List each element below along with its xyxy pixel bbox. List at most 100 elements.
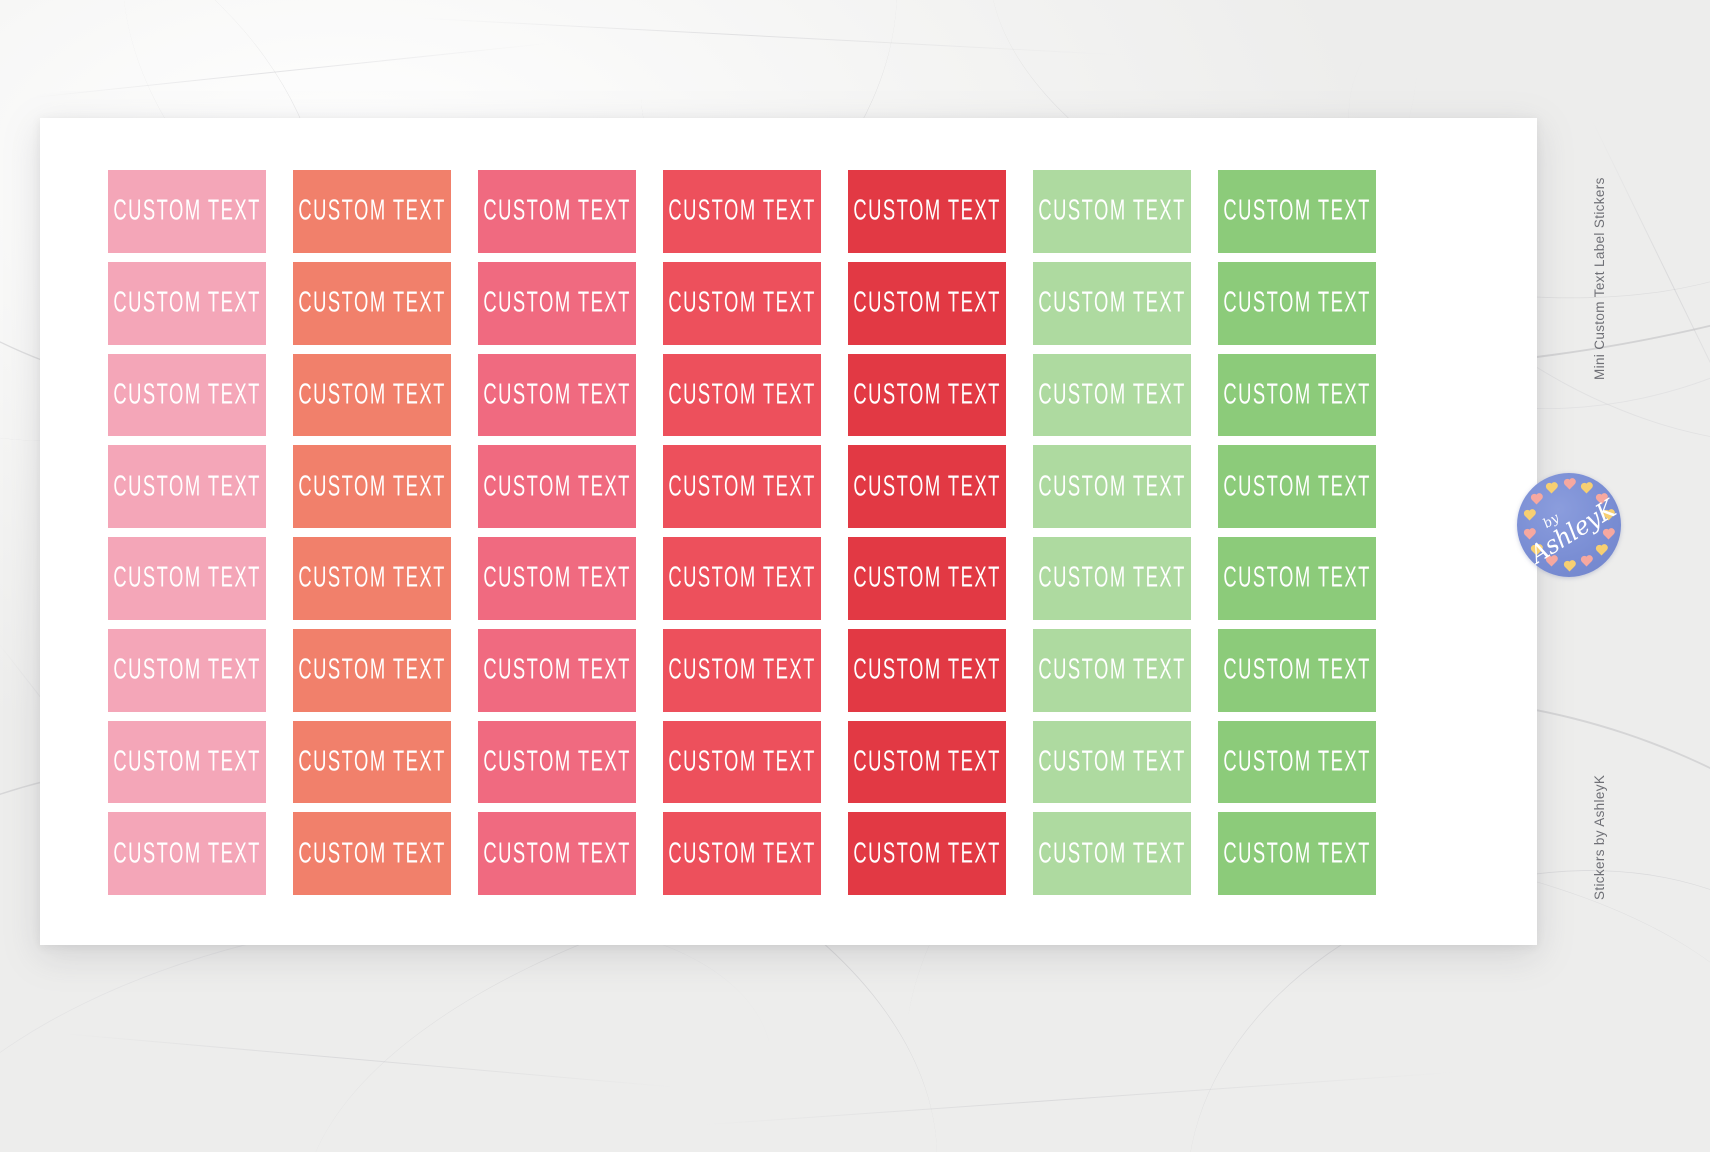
sticker-label-green-r1[interactable]: CUSTOM TEXT (1218, 170, 1376, 253)
sticker-label-text: CUSTOM TEXT (483, 746, 631, 778)
sticker-label-red-pink-r2[interactable]: CUSTOM TEXT (663, 261, 821, 345)
logo-name-text: AshleyK (1524, 493, 1621, 569)
sticker-label-text: CUSTOM TEXT (1038, 838, 1186, 870)
sticker-label-green-r4[interactable]: CUSTOM TEXT (1218, 445, 1376, 528)
sticker-label-text: CUSTOM TEXT (853, 471, 1001, 503)
sticker-label-text: CUSTOM TEXT (113, 379, 261, 411)
sticker-label-green-r6[interactable]: CUSTOM TEXT (1218, 628, 1376, 712)
sticker-label-text: CUSTOM TEXT (298, 746, 446, 778)
sticker-label-coral-r2[interactable]: CUSTOM TEXT (293, 261, 451, 345)
sticker-label-text: CUSTOM TEXT (1038, 471, 1186, 503)
sticker-label-coral-r6[interactable]: CUSTOM TEXT (293, 628, 451, 712)
sticker-label-light-green-r6[interactable]: CUSTOM TEXT (1033, 628, 1191, 712)
sticker-label-light-green-r3[interactable]: CUSTOM TEXT (1033, 353, 1191, 437)
sticker-label-text: CUSTOM TEXT (483, 471, 631, 503)
logo-script-text: by AshleyK (1517, 473, 1621, 577)
sticker-sheet: CUSTOM TEXT CUSTOM TEXT CUSTOM TEXT CUSTOM … (40, 118, 1537, 945)
sticker-label-rose-r4[interactable]: CUSTOM TEXT (478, 445, 636, 528)
sticker-label-text: CUSTOM TEXT (483, 838, 631, 870)
sticker-label-light-green-r5[interactable]: CUSTOM TEXT (1033, 537, 1191, 620)
sticker-label-text: CUSTOM TEXT (483, 287, 631, 319)
sheet-title-caption: Mini Custom Text Label Stickers (1592, 177, 1607, 380)
sticker-label-red-pink-r5[interactable]: CUSTOM TEXT (663, 537, 821, 620)
sticker-label-text: CUSTOM TEXT (483, 654, 631, 686)
sticker-label-text: CUSTOM TEXT (853, 838, 1001, 870)
sticker-label-green-r2[interactable]: CUSTOM TEXT (1218, 261, 1376, 345)
sticker-label-text: CUSTOM TEXT (113, 471, 261, 503)
sticker-label-light-green-r2[interactable]: CUSTOM TEXT (1033, 261, 1191, 345)
sticker-label-text: CUSTOM TEXT (668, 195, 816, 227)
sticker-label-text: CUSTOM TEXT (1223, 471, 1371, 503)
sticker-label-text: CUSTOM TEXT (483, 379, 631, 411)
sticker-label-rose-r8[interactable]: CUSTOM TEXT (478, 812, 636, 895)
sticker-label-green-r3[interactable]: CUSTOM TEXT (1218, 353, 1376, 437)
sticker-label-text: CUSTOM TEXT (298, 195, 446, 227)
sticker-label-text: CUSTOM TEXT (1038, 287, 1186, 319)
sticker-label-red-pink-r8[interactable]: CUSTOM TEXT (663, 812, 821, 895)
sticker-label-coral-r4[interactable]: CUSTOM TEXT (293, 445, 451, 528)
sticker-label-light-green-r8[interactable]: CUSTOM TEXT (1033, 812, 1191, 895)
sticker-label-text: CUSTOM TEXT (1223, 562, 1371, 594)
sticker-label-coral-r7[interactable]: CUSTOM TEXT (293, 720, 451, 804)
sticker-label-text: CUSTOM TEXT (113, 746, 261, 778)
sticker-label-red-pink-r3[interactable]: CUSTOM TEXT (663, 353, 821, 437)
sticker-label-red-r1[interactable]: CUSTOM TEXT (848, 170, 1006, 253)
sticker-label-coral-r1[interactable]: CUSTOM TEXT (293, 170, 451, 253)
sticker-label-coral-r3[interactable]: CUSTOM TEXT (293, 353, 451, 437)
sticker-label-text: CUSTOM TEXT (113, 654, 261, 686)
sticker-label-light-pink-r2[interactable]: CUSTOM TEXT (108, 261, 266, 345)
sticker-label-rose-r5[interactable]: CUSTOM TEXT (478, 537, 636, 620)
sticker-label-red-r8[interactable]: CUSTOM TEXT (848, 812, 1006, 895)
sticker-label-light-pink-r4[interactable]: CUSTOM TEXT (108, 445, 266, 528)
sticker-label-text: CUSTOM TEXT (298, 379, 446, 411)
sticker-label-light-green-r4[interactable]: CUSTOM TEXT (1033, 445, 1191, 528)
sticker-label-text: CUSTOM TEXT (1223, 654, 1371, 686)
sticker-label-text: CUSTOM TEXT (668, 379, 816, 411)
sticker-label-red-pink-r1[interactable]: CUSTOM TEXT (663, 170, 821, 253)
sticker-label-red-r3[interactable]: CUSTOM TEXT (848, 353, 1006, 437)
sticker-label-text: CUSTOM TEXT (298, 654, 446, 686)
sticker-label-light-green-r1[interactable]: CUSTOM TEXT (1033, 170, 1191, 253)
sticker-label-red-r2[interactable]: CUSTOM TEXT (848, 261, 1006, 345)
sticker-label-text: CUSTOM TEXT (1223, 287, 1371, 319)
brand-logo-badge: by AshleyK (1517, 473, 1621, 577)
sticker-label-text: CUSTOM TEXT (298, 287, 446, 319)
sticker-label-text: CUSTOM TEXT (1223, 838, 1371, 870)
sticker-label-text: CUSTOM TEXT (113, 838, 261, 870)
sticker-label-text: CUSTOM TEXT (1038, 746, 1186, 778)
sticker-label-coral-r5[interactable]: CUSTOM TEXT (293, 537, 451, 620)
sticker-grid: CUSTOM TEXT CUSTOM TEXT CUSTOM TEXT CUSTOM … (108, 170, 1376, 895)
sticker-label-green-r8[interactable]: CUSTOM TEXT (1218, 812, 1376, 895)
sticker-label-red-r6[interactable]: CUSTOM TEXT (848, 628, 1006, 712)
sticker-label-rose-r3[interactable]: CUSTOM TEXT (478, 353, 636, 437)
sticker-label-red-pink-r6[interactable]: CUSTOM TEXT (663, 628, 821, 712)
sticker-label-red-r5[interactable]: CUSTOM TEXT (848, 537, 1006, 620)
sticker-label-coral-r8[interactable]: CUSTOM TEXT (293, 812, 451, 895)
sticker-label-green-r5[interactable]: CUSTOM TEXT (1218, 537, 1376, 620)
sticker-label-light-pink-r1[interactable]: CUSTOM TEXT (108, 170, 266, 253)
sticker-label-rose-r6[interactable]: CUSTOM TEXT (478, 628, 636, 712)
sticker-label-text: CUSTOM TEXT (1223, 379, 1371, 411)
sticker-label-text: CUSTOM TEXT (853, 654, 1001, 686)
sticker-label-green-r7[interactable]: CUSTOM TEXT (1218, 720, 1376, 804)
sticker-label-text: CUSTOM TEXT (1223, 195, 1371, 227)
brand-caption: Stickers by AshleyK (1592, 774, 1607, 900)
sticker-label-light-pink-r6[interactable]: CUSTOM TEXT (108, 628, 266, 712)
sticker-label-text: CUSTOM TEXT (1038, 195, 1186, 227)
sticker-label-rose-r2[interactable]: CUSTOM TEXT (478, 261, 636, 345)
sticker-label-text: CUSTOM TEXT (1223, 746, 1371, 778)
sticker-label-light-pink-r8[interactable]: CUSTOM TEXT (108, 812, 266, 895)
sticker-label-light-green-r7[interactable]: CUSTOM TEXT (1033, 720, 1191, 804)
sticker-label-red-r7[interactable]: CUSTOM TEXT (848, 720, 1006, 804)
sticker-label-text: CUSTOM TEXT (853, 287, 1001, 319)
sticker-label-text: CUSTOM TEXT (483, 195, 631, 227)
sticker-label-light-pink-r5[interactable]: CUSTOM TEXT (108, 537, 266, 620)
sticker-label-rose-r7[interactable]: CUSTOM TEXT (478, 720, 636, 804)
sticker-label-red-pink-r7[interactable]: CUSTOM TEXT (663, 720, 821, 804)
sticker-label-light-pink-r7[interactable]: CUSTOM TEXT (108, 720, 266, 804)
sticker-label-red-r4[interactable]: CUSTOM TEXT (848, 445, 1006, 528)
sticker-label-light-pink-r3[interactable]: CUSTOM TEXT (108, 353, 266, 437)
sticker-label-rose-r1[interactable]: CUSTOM TEXT (478, 170, 636, 253)
sticker-label-red-pink-r4[interactable]: CUSTOM TEXT (663, 445, 821, 528)
